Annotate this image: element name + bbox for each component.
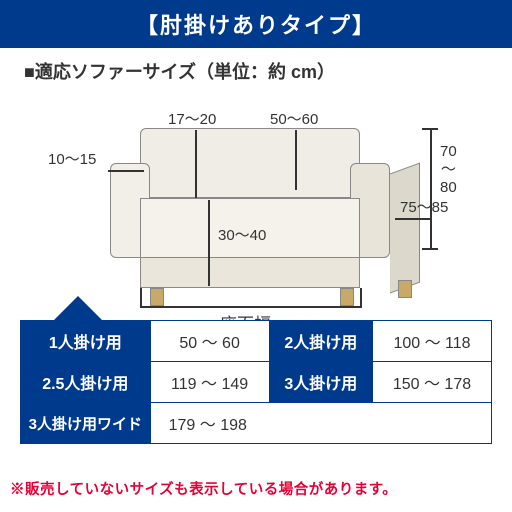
cell-1seat-label: 1人掛け用 [21, 321, 151, 362]
sofa-diagram: 10～15 17～20 50～60 30～40 70 ～ 80 75～85 座面… [0, 88, 512, 328]
cell-3seat-wide-value: 179 ～ 198 [150, 403, 491, 444]
cell-2seat-label: 2人掛け用 [269, 321, 372, 362]
cell-2.5seat-label: 2.5人掛け用 [21, 362, 151, 403]
cell-3seat-value: 150 ～ 178 [373, 362, 492, 403]
cell-1seat-value: 50 ～ 60 [150, 321, 269, 362]
size-table: 1人掛け用 50 ～ 60 2人掛け用 100 ～ 118 2.5人掛け用 11… [20, 320, 492, 444]
disclaimer-note: ※販売していないサイズも表示している場合があります。 [10, 478, 397, 499]
cell-3seat-wide-label: 3人掛け用ワイド [21, 403, 151, 444]
dim-seat-height: 30～40 [218, 224, 266, 245]
dim-total-height: 70 ～ 80 [440, 143, 457, 197]
header-banner: 【肘掛けありタイプ】 [0, 0, 512, 48]
dim-arm-width: 10～15 [48, 148, 96, 169]
dim-back-height: 17～20 [168, 108, 216, 129]
dim-seat-depth: 50～60 [270, 108, 318, 129]
cell-2.5seat-value: 119 ～ 149 [150, 362, 269, 403]
dim-side-depth: 75～85 [400, 196, 448, 217]
cell-3seat-label: 3人掛け用 [269, 362, 372, 403]
subtitle: ■適応ソファーサイズ（単位：約 cm） [0, 48, 512, 88]
cell-2seat-value: 100 ～ 118 [373, 321, 492, 362]
